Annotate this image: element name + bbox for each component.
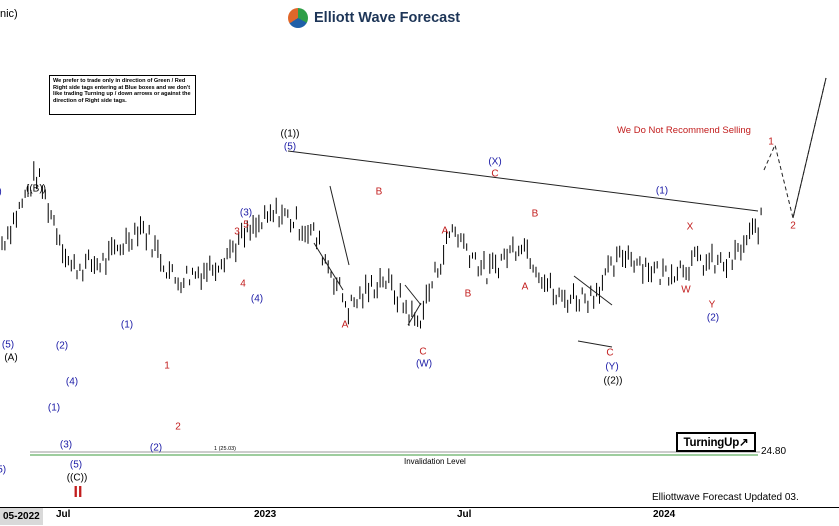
wave-label: 2 (175, 421, 181, 433)
wave-label: ((2)) (603, 375, 623, 387)
x-tick-label: 2024 (653, 509, 676, 520)
chart-title-fragment: nic) (0, 8, 18, 20)
wave-label: (2) (149, 442, 163, 454)
brand: Elliott Wave Forecast (288, 6, 460, 30)
x-tick-label: 05-2022 (0, 508, 43, 525)
wave-label: ((B)) (26, 183, 46, 195)
turning-up-badge: TurningUp↗ (676, 432, 756, 452)
price-level-label: 24.80 (761, 446, 787, 457)
wave-label: 1 (768, 136, 774, 148)
wave-label: ((1)) (280, 128, 300, 140)
wave-label: B (531, 208, 539, 220)
ohlc-bars (1, 161, 762, 329)
wave-label: (4) (250, 293, 264, 305)
channel-lines (313, 242, 344, 291)
wave-label: ) (0, 187, 2, 198)
wave-label: II (73, 484, 83, 501)
channel-lines (329, 185, 350, 266)
wave-label: (5) (283, 141, 297, 153)
wave-label: (Y) (605, 361, 619, 373)
wave-label: 5 (243, 219, 249, 231)
channel-lines (577, 340, 613, 348)
channel-lines (573, 275, 613, 306)
wave-label: B (375, 186, 383, 198)
wave-label: (W) (415, 358, 433, 370)
wave-label: C (491, 168, 499, 180)
wave-label: W (681, 284, 691, 296)
wave-label: (1) (47, 402, 61, 414)
invalidation-label: Invalidation Level (404, 457, 466, 466)
trading-note: We prefer to trade only in direction of … (49, 75, 196, 115)
wave-label: B (464, 288, 472, 300)
footer-text: Elliottwave Forecast Updated 03. (652, 492, 799, 503)
trend-line (287, 150, 759, 212)
wave-label: (1) (655, 185, 669, 197)
wave-label: (5) (69, 459, 83, 471)
projection-path (763, 77, 827, 219)
x-tick-label: Jul (56, 509, 71, 520)
wave-label: 1 (164, 360, 170, 372)
wave-label: 4 (240, 278, 246, 290)
wave-label: A (441, 225, 449, 237)
channel-lines (404, 284, 422, 306)
x-axis (0, 507, 839, 526)
wave-label: A (521, 281, 529, 293)
wave-label: (2) (706, 312, 720, 324)
wave-label: 2 (790, 220, 796, 232)
brand-logo (288, 8, 308, 28)
wave-label: Y (708, 299, 716, 311)
wave-label: (4) (65, 376, 79, 388)
wave-label: (1) (120, 319, 134, 331)
wave-label: (X) (488, 156, 502, 168)
wave-label: (A) (4, 352, 18, 364)
wave-label: A (341, 319, 349, 331)
wave-label: 3 (234, 226, 240, 238)
x-tick-label: 2023 (254, 509, 277, 520)
invalidation-small-label: 1 (25.03) (214, 446, 237, 452)
wave-label: (3) (239, 207, 253, 219)
wave-label: (5) (1, 339, 15, 351)
wave-label: C (606, 347, 614, 359)
wave-label: (3) (59, 439, 73, 451)
warning-text: We Do Not Recommend Selling (617, 125, 751, 136)
projection-arrow (792, 77, 827, 219)
wave-label: C (419, 346, 427, 358)
x-tick-label: Jul (457, 509, 472, 520)
wave-label: X (686, 221, 694, 233)
wave-label: (2) (55, 340, 69, 352)
wave-label: ((C)) (66, 472, 88, 484)
wave-label: (5) (0, 464, 7, 476)
channel-lines (407, 302, 422, 326)
brand-name: Elliott Wave Forecast (314, 10, 461, 26)
